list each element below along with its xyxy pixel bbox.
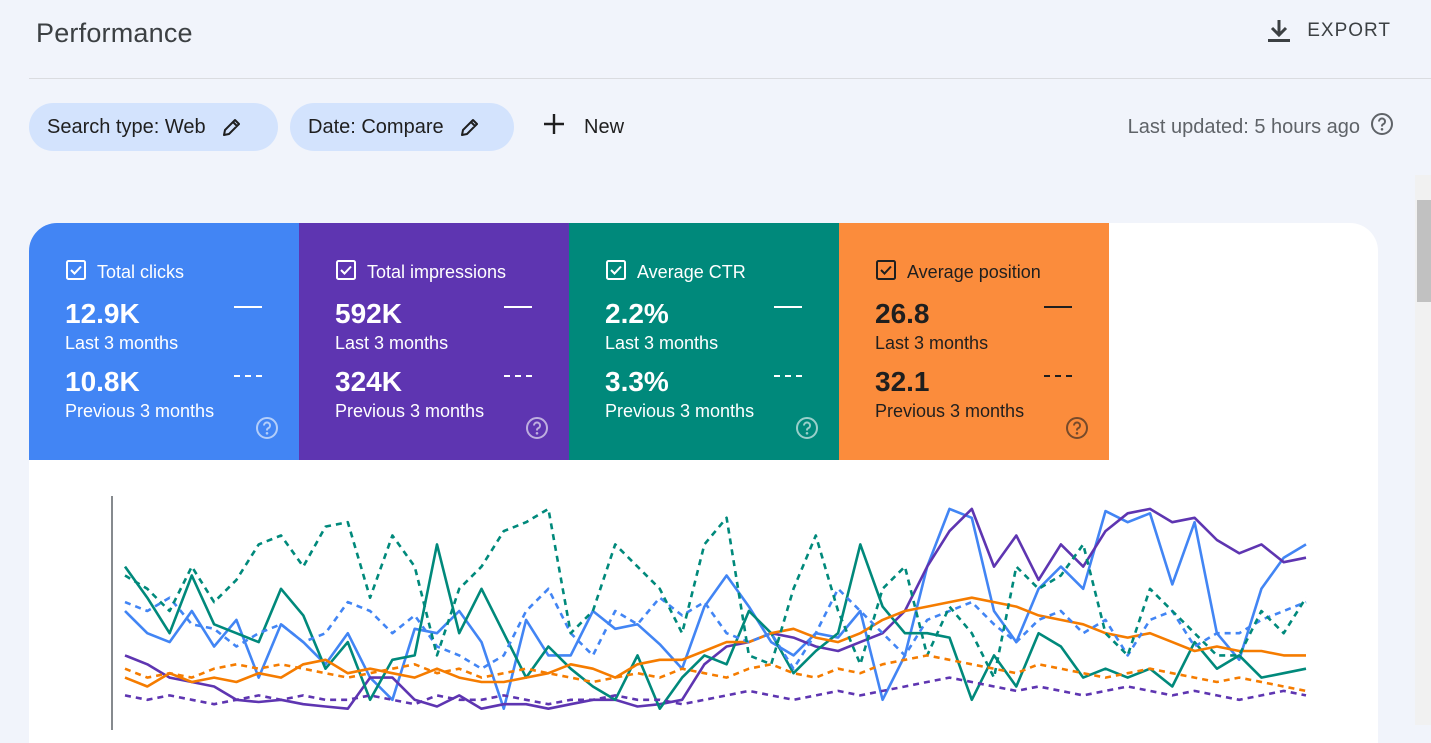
series-line-1 <box>124 507 1307 710</box>
dashed-line-legend <box>774 375 802 377</box>
date-compare-label: Date: Compare <box>308 115 444 138</box>
scrollbar-thumb[interactable] <box>1417 200 1431 302</box>
metric-compare-period: Previous 3 months <box>605 401 755 421</box>
metric-label: Average position <box>907 261 1041 282</box>
metric-tile-average-ctr[interactable]: Average CTR 2.2% Last 3 months 3.3% Prev… <box>569 223 839 460</box>
last-updated: Last updated: 5 hours ago <box>1128 112 1394 142</box>
checkbox-icon[interactable] <box>335 259 357 286</box>
solid-line-legend <box>504 306 532 308</box>
dashed-line-legend <box>234 375 262 377</box>
new-label: New <box>584 115 625 138</box>
performance-chart <box>111 496 1308 730</box>
metric-label: Average CTR <box>637 261 746 282</box>
dashed-line-legend <box>504 375 532 377</box>
metric-tile-total-clicks[interactable]: Total clicks 12.9K Last 3 months 10.8K P… <box>29 223 299 460</box>
export-label: EXPORT <box>1307 20 1391 41</box>
dashed-line-legend <box>1044 375 1072 377</box>
metric-tile-average-position[interactable]: Average position 26.8 Last 3 months 32.1… <box>839 223 1109 460</box>
series-line-3 <box>124 596 1306 688</box>
date-compare-chip[interactable]: Date: Compare <box>290 103 514 151</box>
pencil-icon <box>222 117 242 137</box>
metric-compare-value: 10.8K <box>65 366 140 397</box>
help-icon[interactable] <box>1370 112 1394 142</box>
metric-value: 12.9K <box>65 298 140 329</box>
header-divider <box>29 78 1431 79</box>
solid-line-legend <box>1044 306 1072 308</box>
series-line-6 <box>124 654 1307 693</box>
checkbox-icon[interactable] <box>875 259 897 286</box>
metric-value: 26.8 <box>875 298 930 329</box>
series-line-5 <box>124 507 1308 679</box>
metric-period: Last 3 months <box>605 333 719 353</box>
help-icon[interactable] <box>255 416 279 440</box>
last-updated-text: Last updated: 5 hours ago <box>1127 115 1360 138</box>
metric-label: Total impressions <box>367 261 507 282</box>
metric-compare-period: Previous 3 months <box>875 401 1025 421</box>
series-line-7 <box>124 676 1307 706</box>
series-line-0 <box>124 507 1307 710</box>
metric-compare-value: 324K <box>335 366 402 397</box>
metric-period: Last 3 months <box>65 333 179 353</box>
metric-compare-period: Previous 3 months <box>65 401 215 421</box>
scrollbar-track[interactable] <box>1415 175 1431 725</box>
metric-compare-value: 3.3% <box>605 366 669 397</box>
download-icon <box>1267 18 1291 44</box>
metric-value: 2.2% <box>605 298 669 329</box>
help-icon[interactable] <box>795 416 819 440</box>
checkbox-icon[interactable] <box>65 259 87 286</box>
metric-tile-total-impressions[interactable]: Total impressions 592K Last 3 months 324… <box>299 223 569 460</box>
metric-label: Total clicks <box>97 261 185 282</box>
page-title: Performance <box>36 18 193 48</box>
series-line-4 <box>124 587 1307 670</box>
metric-period: Last 3 months <box>335 333 449 353</box>
help-icon[interactable] <box>1065 416 1089 440</box>
metric-value: 592K <box>335 298 402 329</box>
series-line-2 <box>123 543 1307 710</box>
metric-period: Last 3 months <box>875 333 989 353</box>
metric-compare-value: 32.1 <box>875 366 930 397</box>
search-type-chip[interactable]: Search type: Web <box>29 103 278 151</box>
new-filter-button[interactable]: New <box>542 110 624 144</box>
performance-card: Total clicks 12.9K Last 3 months 10.8K P… <box>29 223 1378 743</box>
solid-line-legend <box>774 306 802 308</box>
export-button[interactable]: EXPORT <box>1267 16 1391 46</box>
checkbox-icon[interactable] <box>605 259 627 286</box>
solid-line-legend <box>234 306 262 308</box>
metric-compare-period: Previous 3 months <box>335 401 485 421</box>
help-icon[interactable] <box>525 416 549 440</box>
pencil-icon <box>460 117 480 137</box>
plus-icon <box>542 112 566 142</box>
search-type-label: Search type: Web <box>47 115 206 138</box>
